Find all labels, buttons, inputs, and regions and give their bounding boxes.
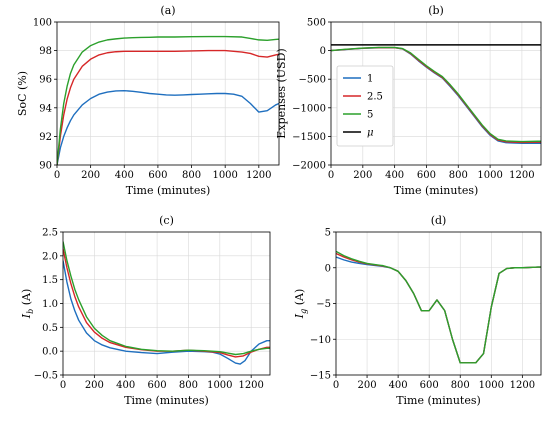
y-axis-label: Ib (A) (20, 289, 35, 320)
y-tick-label: 0 (320, 46, 326, 57)
axes-frame (335, 231, 542, 376)
y-tick-label: −5 (316, 299, 331, 310)
x-tick-label: 1200 (246, 170, 271, 181)
panel-c: 0 200 400 600 800 1000 1200 −0.5 0.0 0.5 1.0 1.5 2.0… (20, 214, 271, 407)
x-tick-label: 1200 (238, 380, 263, 391)
y-tick-label: 0.0 (42, 347, 58, 358)
x-tick-label: 1200 (510, 380, 535, 391)
legend-entry: 5 (367, 110, 373, 121)
x-tick-label: 0 (333, 380, 339, 391)
series-line-c-1 (63, 260, 270, 365)
y-tick-label: 5 (325, 228, 331, 239)
y-tick-label: 0.5 (42, 323, 58, 334)
x-tick-label: 800 (451, 380, 470, 391)
y-axis-label: Expenses (USD) (275, 48, 288, 138)
y-tick-label: 92 (39, 132, 52, 143)
y-tick-label: −10 (310, 335, 331, 346)
axes-frame (56, 21, 280, 166)
panel-title: (a) (160, 4, 175, 17)
y-tick-label: 2.0 (42, 251, 58, 262)
panel-d: 0 200 400 600 800 1000 1200 5 0 −5 −10 −15 (d) Time (… (293, 214, 542, 407)
y-tick-label: 96 (39, 75, 52, 86)
x-tick-label: 400 (385, 170, 404, 181)
x-tick-label: 1200 (509, 170, 534, 181)
x-tick-label: 0 (54, 170, 60, 181)
y-tick-label: 2.5 (42, 228, 58, 239)
y-tick-label: 0 (325, 263, 331, 274)
x-tick-label: 400 (115, 170, 134, 181)
x-tick-label: 400 (116, 380, 135, 391)
x-axis-label: Time (minutes) (396, 394, 481, 407)
x-axis-label: Time (minutes) (126, 184, 211, 197)
y-tick-label: −2000 (292, 161, 326, 172)
x-tick-label: 0 (60, 380, 66, 391)
series-line-d-2 (336, 252, 541, 364)
y-tick-label: −15 (310, 371, 331, 382)
x-tick-label: 200 (81, 170, 100, 181)
series-line-a-3 (57, 35, 279, 165)
axes-frame (330, 21, 542, 166)
y-tick-label: −500 (299, 75, 326, 86)
x-tick-label: 1000 (207, 380, 232, 391)
x-tick-label: 1000 (477, 170, 502, 181)
y-tick-label: 98 (39, 46, 52, 57)
x-tick-label: 600 (148, 380, 167, 391)
legend-entry: 1 (367, 74, 373, 85)
y-tick-label: −1500 (292, 132, 326, 143)
x-tick-label: 800 (179, 380, 198, 391)
series-line-d-1 (336, 256, 541, 364)
series-line-d-3 (336, 250, 541, 364)
x-tick-label: 600 (148, 170, 167, 181)
y-tick-label: −0.5 (34, 371, 58, 382)
y-tick-label: 90 (39, 161, 52, 172)
y-tick-label: 500 (307, 18, 326, 29)
legend-box (336, 65, 394, 147)
legend: 1 2.5 5 μ (336, 65, 394, 147)
x-tick-label: 400 (389, 380, 408, 391)
y-axis-label: SoC (%) (16, 71, 29, 116)
series-line-b-3 (331, 46, 541, 143)
y-axis-label: Ig (A) (293, 289, 308, 320)
x-axis-label: Time (minutes) (394, 184, 479, 197)
legend-entry: 2.5 (367, 92, 383, 103)
series-line-a-1 (57, 89, 279, 165)
x-axis-label: Time (minutes) (124, 394, 209, 407)
x-tick-label: 600 (420, 380, 439, 391)
x-tick-label: 0 (328, 170, 334, 181)
x-tick-label: 1000 (212, 170, 237, 181)
x-tick-label: 1000 (479, 380, 504, 391)
axes-frame (62, 231, 271, 376)
series-line-a-2 (57, 49, 279, 165)
panel-title: (b) (428, 4, 444, 17)
legend-entry: μ (367, 128, 374, 139)
x-tick-label: 800 (449, 170, 468, 181)
panel-b: 0 200 400 600 800 1000 1200 500 0 −500 −1000 −1500 −… (275, 4, 542, 197)
x-tick-label: 200 (85, 380, 104, 391)
x-tick-label: 200 (358, 380, 377, 391)
y-tick-label: 94 (39, 103, 52, 114)
x-tick-label: 600 (417, 170, 436, 181)
y-tick-label: −1000 (292, 103, 326, 114)
y-tick-label: 1.5 (42, 275, 58, 286)
series-line-c-3 (63, 241, 270, 356)
panel-a: 0 200 400 600 800 1000 1200 90 92 94 96 98 100 (a) Tim… (16, 4, 280, 197)
panel-title: (d) (431, 214, 447, 227)
panel-title: (c) (159, 214, 174, 227)
y-tick-label: 1.0 (42, 299, 58, 310)
x-tick-label: 800 (182, 170, 201, 181)
x-tick-label: 200 (353, 170, 372, 181)
y-tick-label: 100 (33, 18, 52, 29)
